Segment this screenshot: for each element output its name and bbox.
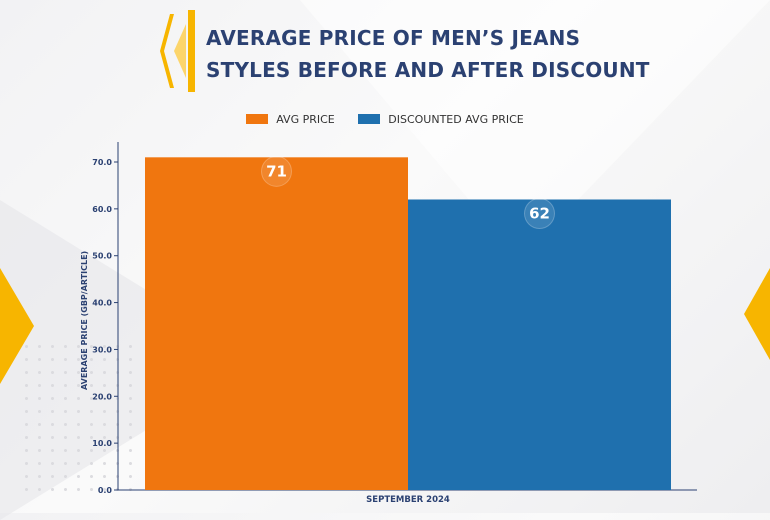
page-title: AVERAGE PRICE OF MEN’S JEANS STYLES BEFO… (206, 22, 726, 86)
legend-swatch-avg-price (246, 113, 269, 124)
y-tick-label: 70.0 (92, 158, 112, 167)
bar-discounted-avg-price (408, 199, 671, 490)
y-tick-label: 50.0 (92, 252, 112, 261)
legend-swatch-discounted-avg-price (358, 113, 381, 124)
bar-avg-price (145, 157, 408, 491)
title-line-2: STYLES BEFORE AND AFTER DISCOUNT (206, 58, 650, 82)
x-category-label: SEPTEMBER 2024 (366, 495, 450, 505)
data-label: 71 (266, 162, 287, 180)
chevron-accent-icon (160, 10, 195, 92)
y-tick-label: 20.0 (92, 392, 112, 401)
data-label: 62 (529, 204, 550, 222)
data-label-badge (261, 155, 292, 187)
data-label-badge (524, 197, 555, 229)
right-triangle-decoration (744, 268, 770, 360)
chart-legend: AVG PRICE DISCOUNTED AVG PRICE (0, 112, 770, 126)
legend-label-avg-price: AVG PRICE (276, 112, 335, 126)
y-tick-label: 0.0 (98, 486, 113, 495)
y-tick-label: 30.0 (92, 345, 112, 354)
legend-item-discounted-avg-price: DISCOUNTED AVG PRICE (358, 112, 524, 126)
left-triangle-decoration (0, 268, 34, 384)
legend-item-avg-price: AVG PRICE (246, 113, 335, 126)
y-tick-label: 60.0 (92, 205, 112, 214)
title-line-1: AVERAGE PRICE OF MEN’S JEANS (206, 26, 581, 50)
legend-label-discounted-avg-price: DISCOUNTED AVG PRICE (388, 112, 524, 126)
dot-pattern-decoration (20, 340, 140, 500)
y-tick-label: 10.0 (92, 439, 112, 448)
y-tick-label: 40.0 (92, 299, 112, 308)
